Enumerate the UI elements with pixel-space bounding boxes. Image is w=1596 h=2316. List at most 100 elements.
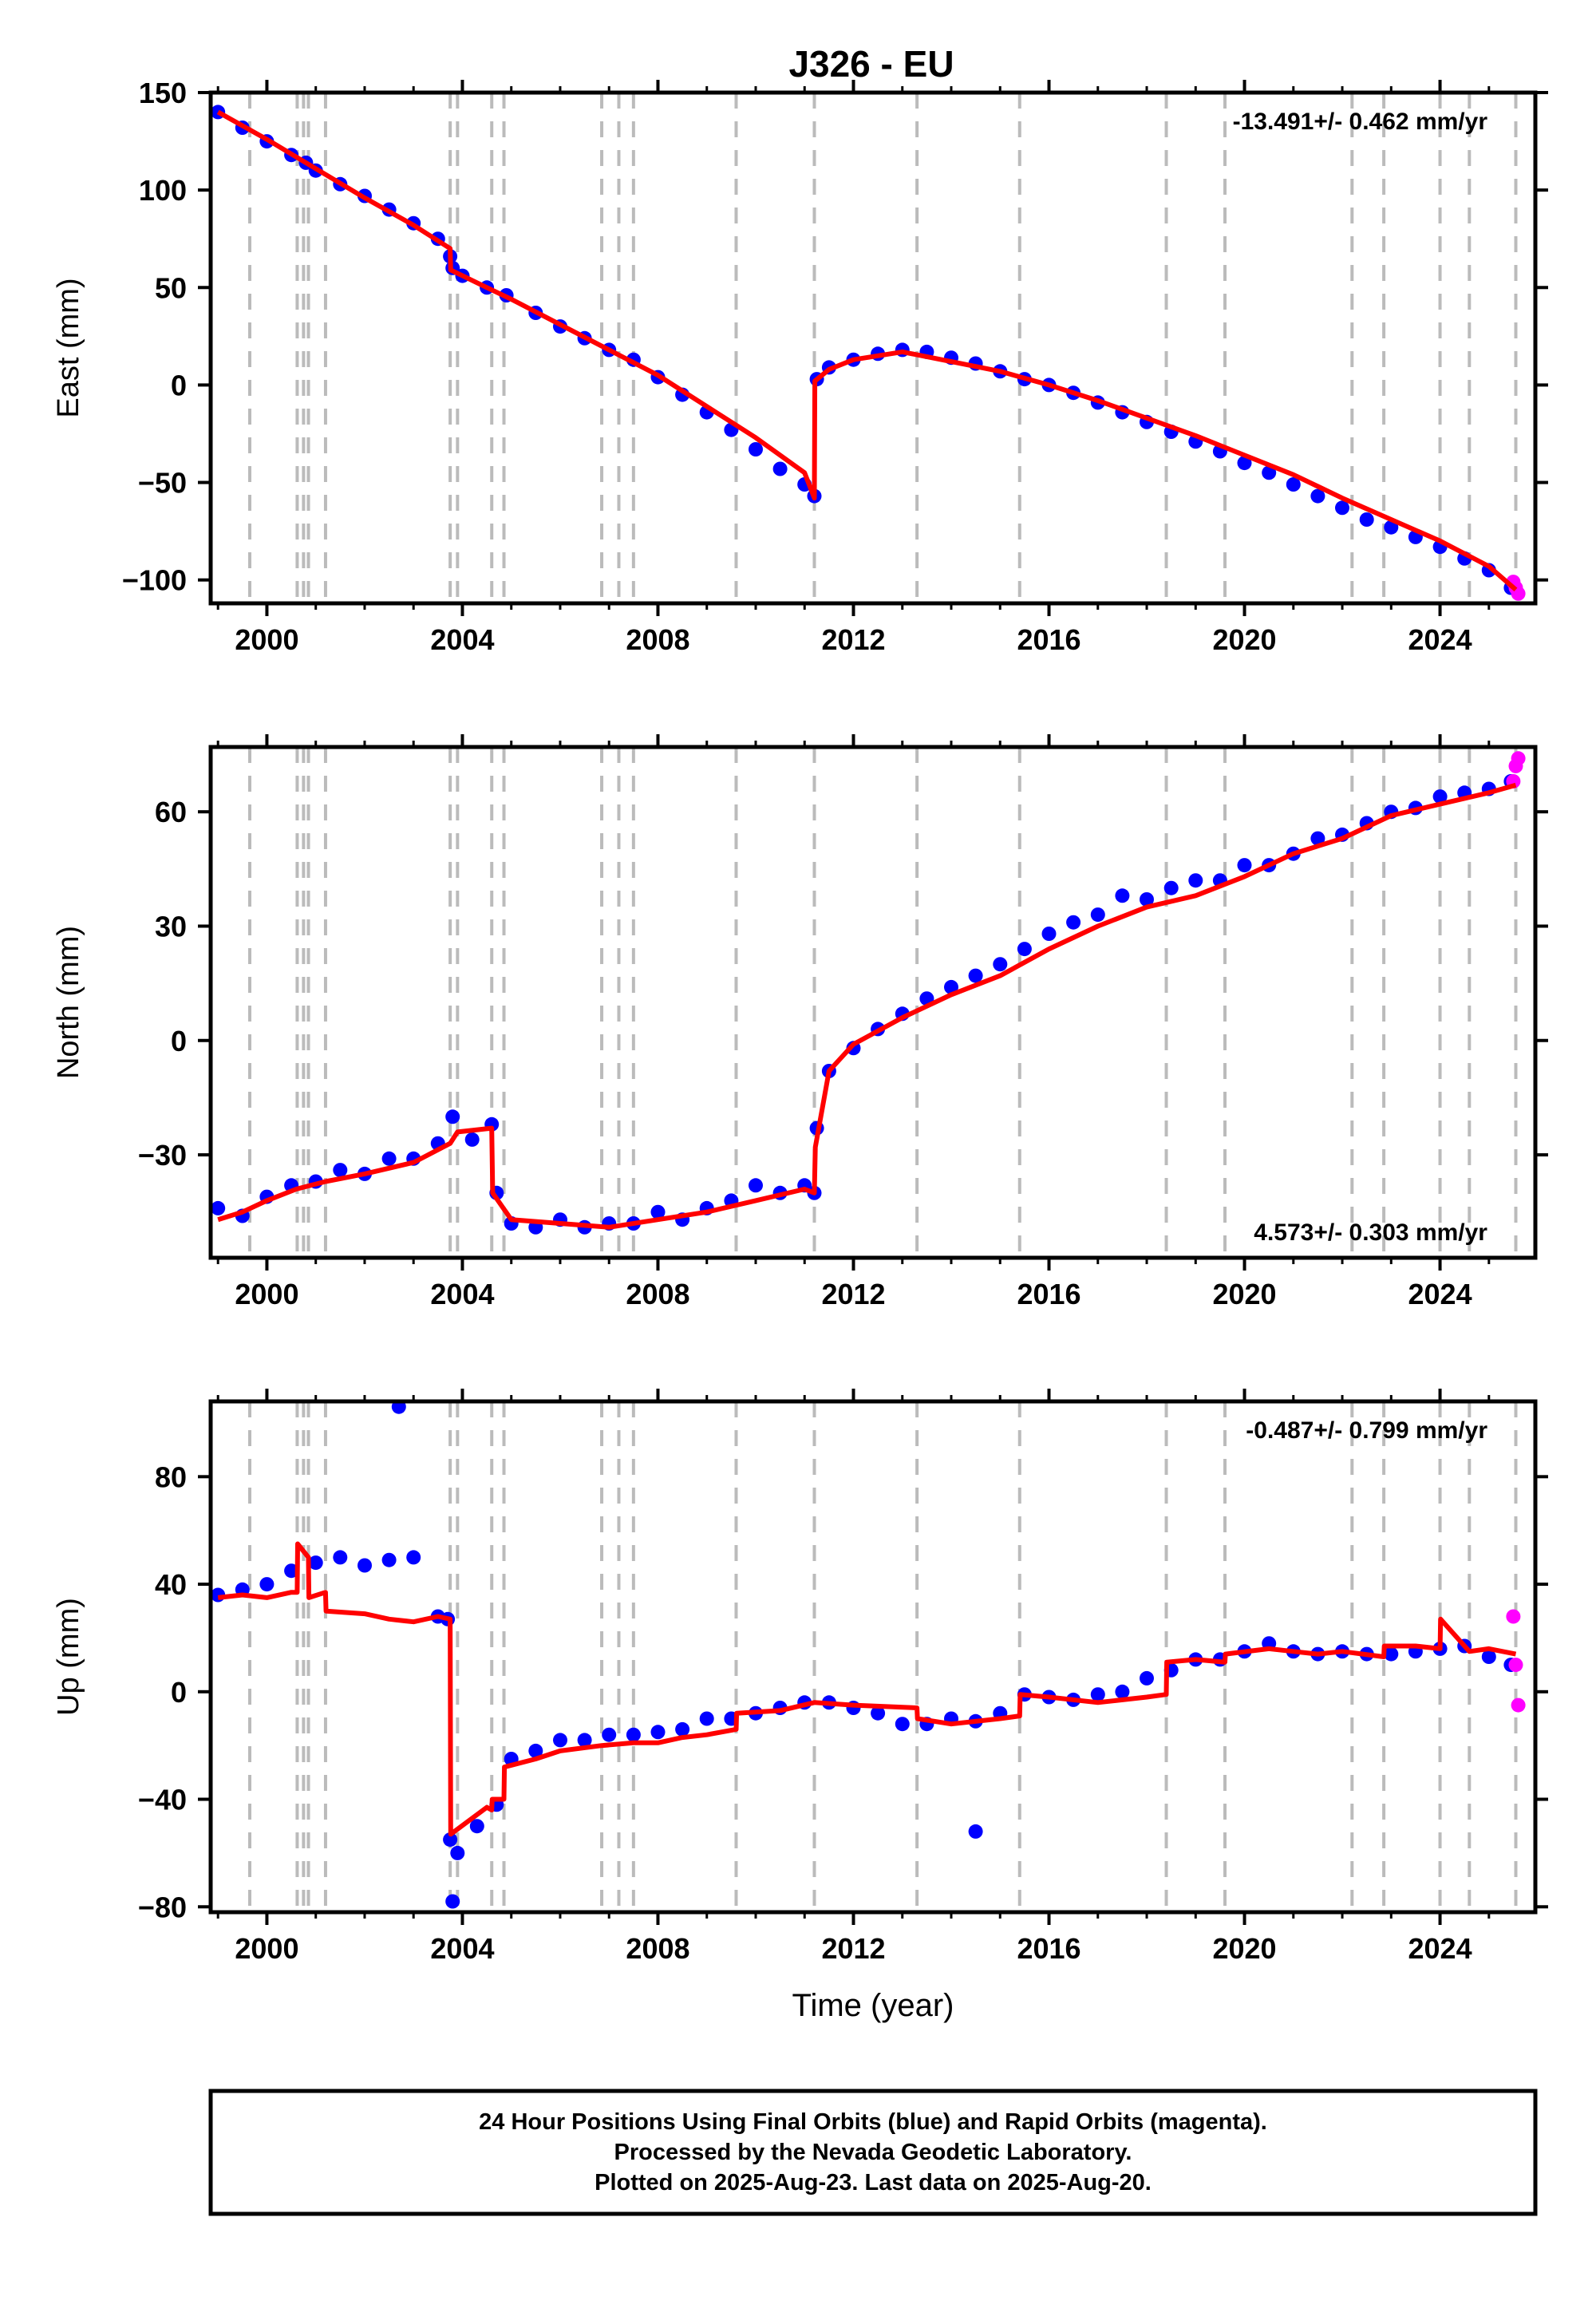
x-tick-label: 2008 bbox=[626, 1278, 689, 1310]
x-tick-label: 2012 bbox=[821, 623, 885, 656]
y-tick-label: 0 bbox=[171, 1025, 187, 1057]
final-orbit-point bbox=[1115, 1684, 1130, 1699]
final-orbit-point bbox=[1188, 873, 1203, 888]
final-orbit-point bbox=[699, 1711, 714, 1726]
y-axis-label: Up (mm) bbox=[52, 1598, 85, 1716]
final-orbit-point bbox=[308, 1555, 323, 1571]
final-orbit-point bbox=[450, 1845, 465, 1860]
x-tick-label: 2012 bbox=[821, 1932, 885, 1965]
final-orbit-point bbox=[968, 968, 983, 983]
final-orbit-point bbox=[553, 1733, 567, 1748]
final-orbit-point bbox=[626, 1727, 641, 1742]
final-orbit-point bbox=[993, 957, 1008, 972]
plot-frame bbox=[208, 90, 1538, 606]
x-tick-label: 2004 bbox=[430, 1932, 494, 1965]
y-tick-label: −80 bbox=[138, 1891, 187, 1923]
final-orbit-point bbox=[895, 1717, 910, 1732]
y-axis-label: North (mm) bbox=[52, 926, 85, 1079]
final-orbit-point bbox=[284, 1563, 299, 1579]
footer-line-3: Plotted on 2025-Aug-23. Last data on 202… bbox=[595, 2170, 1152, 2195]
final-orbit-point bbox=[259, 1577, 275, 1592]
final-orbit-point bbox=[381, 1552, 397, 1567]
x-tick-label: 2000 bbox=[235, 623, 298, 656]
final-orbit-point bbox=[464, 1132, 480, 1147]
model-line bbox=[217, 1541, 1517, 1837]
x-tick-label: 2020 bbox=[1212, 1932, 1276, 1965]
final-orbit-point bbox=[871, 1705, 886, 1721]
x-tick-label: 2004 bbox=[430, 1278, 494, 1310]
final-orbit-point bbox=[1237, 456, 1252, 471]
y-tick-label: 100 bbox=[139, 174, 187, 207]
plot-frame bbox=[208, 1399, 1538, 1915]
y-tick-label: 80 bbox=[155, 1460, 187, 1493]
x-tick-label: 2016 bbox=[1017, 1278, 1080, 1310]
y-axis-label: East (mm) bbox=[52, 278, 85, 417]
y-tick-label: 30 bbox=[155, 910, 187, 943]
final-orbit-point bbox=[406, 1550, 421, 1565]
y-tick-label: 60 bbox=[155, 796, 187, 828]
final-orbit-point bbox=[1481, 1650, 1496, 1664]
final-orbit-point bbox=[602, 1727, 617, 1742]
final-orbit-point bbox=[469, 1819, 484, 1834]
final-orbit-point bbox=[1286, 477, 1301, 492]
footer-line-2: Processed by the Nevada Geodetic Laborat… bbox=[614, 2140, 1132, 2165]
y-tick-label: 40 bbox=[155, 1568, 187, 1601]
final-orbit-point bbox=[577, 1733, 592, 1748]
model-line bbox=[217, 782, 1517, 1230]
final-orbit-point bbox=[650, 1725, 666, 1740]
final-orbit-point bbox=[944, 979, 958, 994]
rate-label: 4.573+/- 0.303 mm/yr bbox=[1254, 1219, 1487, 1246]
model-line bbox=[216, 109, 1518, 592]
y-tick-label: −40 bbox=[138, 1784, 187, 1816]
x-tick-label: 2020 bbox=[1212, 623, 1276, 656]
y-tick-label: 0 bbox=[171, 369, 187, 401]
final-orbit-point bbox=[1432, 789, 1448, 804]
rapid-orbit-point bbox=[1506, 1609, 1521, 1624]
final-orbit-point bbox=[1310, 831, 1325, 846]
x-tick-label: 2008 bbox=[626, 1932, 689, 1965]
final-orbit-point bbox=[1335, 500, 1349, 516]
x-tick-label: 2024 bbox=[1408, 1932, 1472, 1965]
final-orbit-point bbox=[1163, 880, 1179, 895]
final-orbit-point bbox=[772, 461, 788, 476]
rate-label: -0.487+/- 0.799 mm/yr bbox=[1246, 1417, 1487, 1444]
final-orbit-point bbox=[358, 1558, 372, 1573]
final-orbit-point bbox=[528, 1743, 543, 1758]
final-orbit-point bbox=[381, 1151, 397, 1166]
x-tick-label: 2008 bbox=[626, 623, 689, 656]
x-tick-label: 2024 bbox=[1408, 623, 1472, 656]
x-tick-label: 2000 bbox=[235, 1278, 298, 1310]
final-orbit-point bbox=[749, 442, 763, 456]
x-tick-label: 2000 bbox=[235, 1932, 298, 1965]
final-orbit-point bbox=[1359, 512, 1374, 527]
footer-box: 24 Hour Positions Using Final Orbits (bl… bbox=[208, 2089, 1538, 2216]
x-tick-label: 2004 bbox=[430, 623, 494, 656]
final-orbit-point bbox=[1115, 888, 1130, 903]
east-panel: 2000 2004 2008 2012 2016 2020 2024 −100 −50 0 50 10… bbox=[52, 77, 1548, 656]
final-orbit-point bbox=[1017, 942, 1032, 957]
x-tick-label: 2016 bbox=[1017, 623, 1080, 656]
plot-frame bbox=[208, 745, 1538, 1260]
final-orbit-point bbox=[443, 1832, 458, 1848]
final-orbit-point bbox=[968, 1824, 983, 1839]
x-tick-label: 2024 bbox=[1408, 1278, 1472, 1310]
chart-title: J326 - EU bbox=[788, 43, 954, 85]
final-orbit-point bbox=[1041, 927, 1057, 941]
final-orbit-point bbox=[445, 1894, 460, 1909]
final-orbit-point bbox=[333, 1163, 348, 1178]
rapid-orbit-point bbox=[1508, 1658, 1523, 1673]
final-orbit-point bbox=[1384, 1646, 1399, 1662]
final-orbit-point bbox=[749, 1178, 763, 1193]
rapid-orbit-point bbox=[1511, 751, 1526, 766]
y-tick-label: 50 bbox=[155, 271, 187, 304]
final-orbit-point bbox=[650, 1204, 666, 1219]
x-tick-label: 2012 bbox=[821, 1278, 885, 1310]
final-orbit-point bbox=[1090, 907, 1105, 923]
x-tick-label: 2020 bbox=[1212, 1278, 1276, 1310]
final-orbit-point bbox=[1237, 858, 1252, 873]
final-orbit-point bbox=[211, 1200, 226, 1215]
y-tick-label: −30 bbox=[138, 1139, 187, 1172]
footer-line-1: 24 Hour Positions Using Final Orbits (bl… bbox=[479, 2109, 1267, 2135]
